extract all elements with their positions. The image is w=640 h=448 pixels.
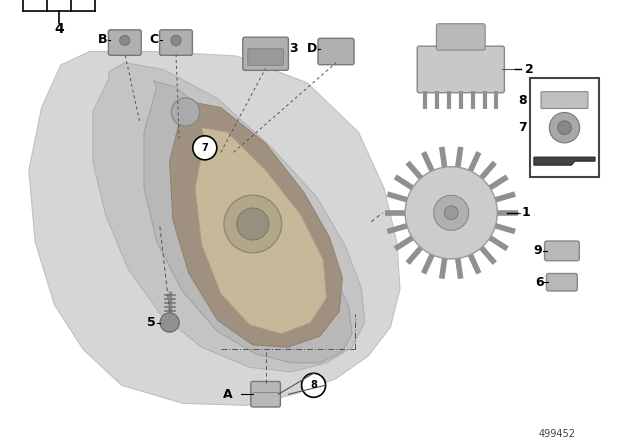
FancyBboxPatch shape xyxy=(318,39,354,65)
Text: 6: 6 xyxy=(535,276,543,289)
Text: 2: 2 xyxy=(525,63,534,76)
Text: 3: 3 xyxy=(289,42,298,55)
Polygon shape xyxy=(170,101,342,347)
FancyBboxPatch shape xyxy=(547,274,577,291)
Circle shape xyxy=(301,373,326,397)
FancyBboxPatch shape xyxy=(248,49,284,65)
Circle shape xyxy=(405,167,497,259)
Circle shape xyxy=(160,313,179,332)
FancyBboxPatch shape xyxy=(541,92,588,108)
Circle shape xyxy=(557,121,572,134)
Text: 7: 7 xyxy=(518,121,527,134)
Polygon shape xyxy=(29,52,400,405)
FancyBboxPatch shape xyxy=(108,30,141,55)
Text: C: C xyxy=(150,33,159,46)
Polygon shape xyxy=(93,63,365,372)
FancyBboxPatch shape xyxy=(251,382,280,407)
Circle shape xyxy=(120,35,130,46)
Text: 1: 1 xyxy=(522,206,531,220)
FancyBboxPatch shape xyxy=(436,24,485,50)
Circle shape xyxy=(444,206,458,220)
FancyBboxPatch shape xyxy=(159,30,193,55)
Text: 9: 9 xyxy=(533,244,541,258)
Text: B: B xyxy=(98,33,108,46)
Circle shape xyxy=(549,112,580,143)
Polygon shape xyxy=(144,81,352,363)
Circle shape xyxy=(224,195,282,253)
Circle shape xyxy=(172,98,200,126)
Text: 499452: 499452 xyxy=(538,429,575,439)
Text: A: A xyxy=(223,388,232,401)
Circle shape xyxy=(171,35,181,46)
FancyBboxPatch shape xyxy=(243,37,289,70)
Polygon shape xyxy=(534,157,595,165)
Bar xyxy=(530,78,599,177)
Text: 7: 7 xyxy=(202,143,208,153)
FancyBboxPatch shape xyxy=(545,241,579,261)
Text: D: D xyxy=(307,42,317,55)
Polygon shape xyxy=(195,128,326,334)
Circle shape xyxy=(193,136,217,160)
Text: 4: 4 xyxy=(54,22,64,36)
FancyBboxPatch shape xyxy=(417,46,504,93)
Text: 5: 5 xyxy=(147,316,156,329)
Text: 8: 8 xyxy=(310,380,317,390)
Circle shape xyxy=(434,195,468,230)
Circle shape xyxy=(237,208,269,240)
Text: 8: 8 xyxy=(518,94,527,107)
